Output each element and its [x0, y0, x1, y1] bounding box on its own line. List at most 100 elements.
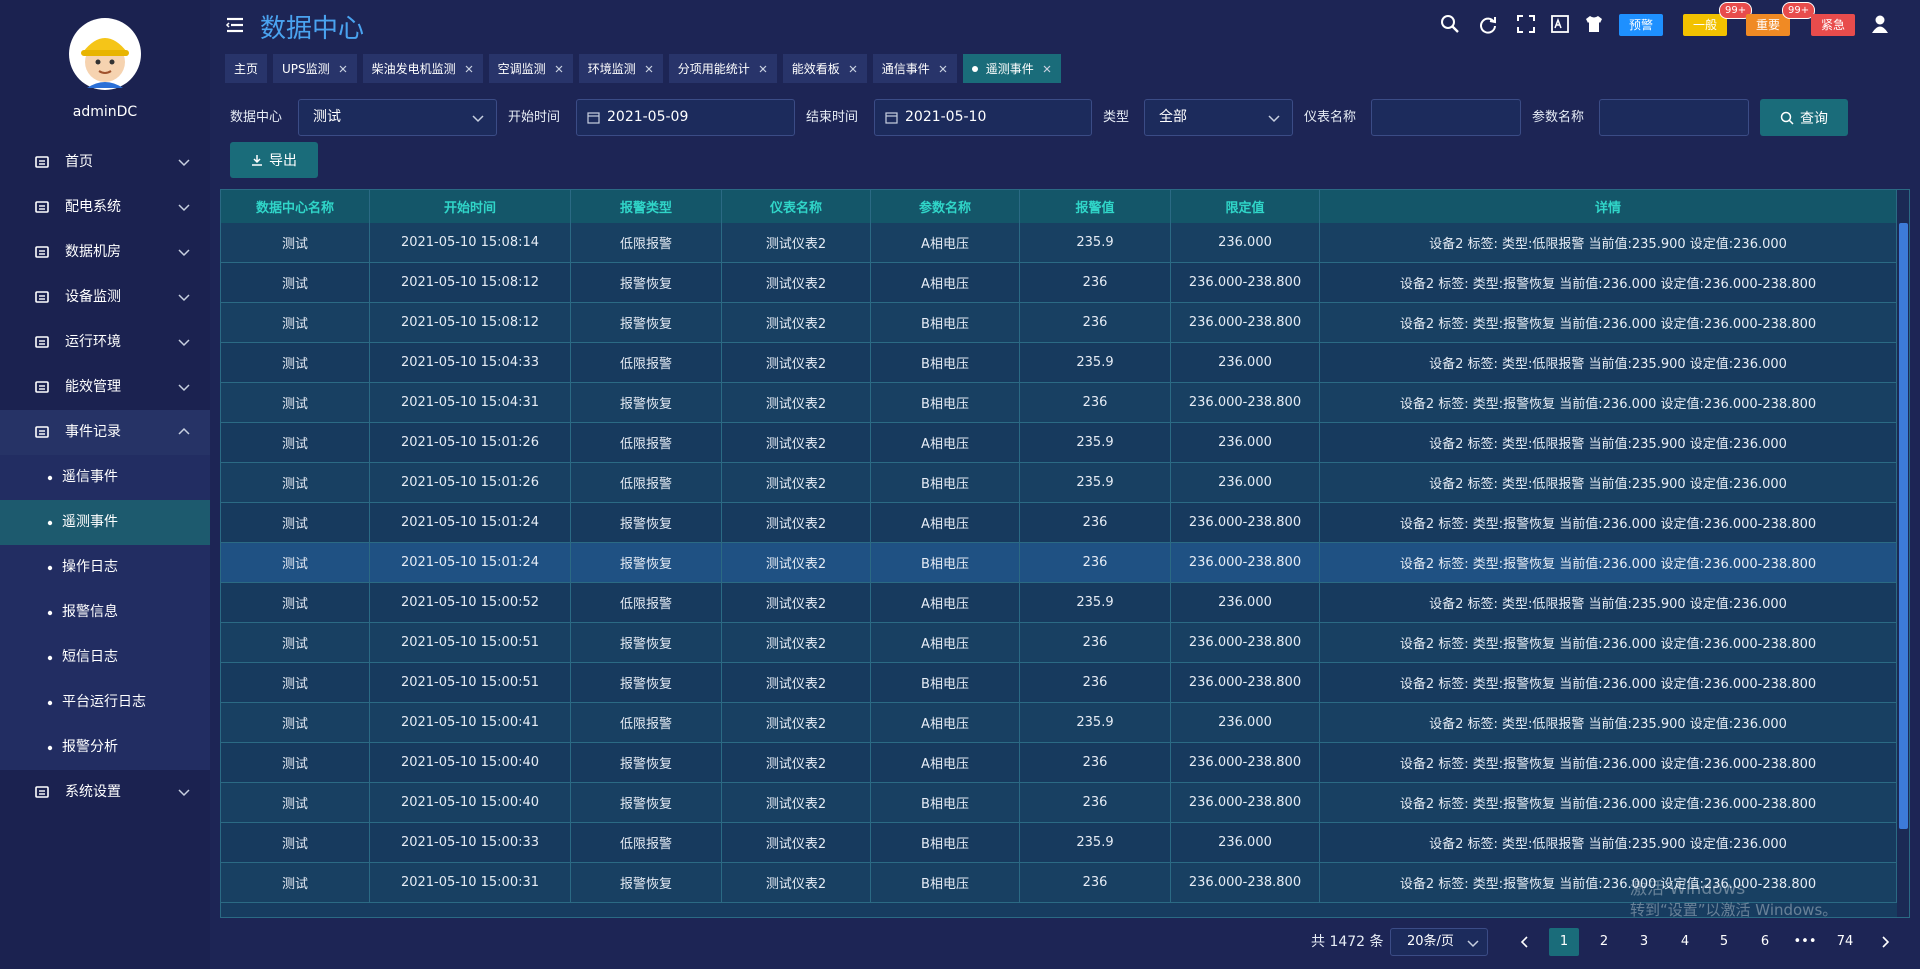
tab-close[interactable] — [1042, 64, 1052, 74]
menu-item[interactable]: 事件记录 — [0, 410, 210, 455]
filter-input[interactable]: 2021-05-10 — [874, 99, 1092, 136]
table-row[interactable]: 测试2021-05-10 15:04:31报警恢复测试仪表2B相电压236236… — [221, 383, 1897, 423]
table-cell: B相电压 — [871, 463, 1020, 502]
toolbar-icon[interactable] — [1516, 14, 1536, 34]
table-cell: 2021-05-10 15:00:31 — [370, 863, 571, 902]
page-title: 数据中心 — [260, 8, 364, 45]
alert-badge[interactable]: 紧急 — [1811, 14, 1855, 36]
submenu-item[interactable]: 操作日志 — [0, 545, 210, 590]
submenu-item[interactable]: 平台运行日志 — [0, 680, 210, 725]
filter-input[interactable] — [1599, 99, 1749, 136]
table-cell: 236 — [1020, 263, 1171, 302]
column-header: 仪表名称 — [722, 190, 871, 223]
table-cell: 测试仪表2 — [722, 663, 871, 702]
tab[interactable]: 遥测事件 — [963, 54, 1061, 83]
tab[interactable]: 空调监测 — [489, 54, 573, 83]
table-row[interactable]: 测试2021-05-10 15:00:41低限报警测试仪表2A相电压235.92… — [221, 703, 1897, 743]
page-number[interactable]: 1 — [1549, 928, 1579, 956]
tab[interactable]: 环境监测 — [579, 54, 663, 83]
chevron — [176, 424, 192, 440]
query-button[interactable]: 查询 — [1760, 99, 1848, 136]
table-cell: 设备2 标签: 类型:低限报警 当前值:235.900 设定值:236.000 — [1320, 463, 1897, 502]
filter-value: 测试 — [313, 100, 341, 135]
alert-badge[interactable]: 重要 — [1746, 14, 1790, 36]
table-row[interactable]: 测试2021-05-10 15:04:33低限报警测试仪表2B相电压235.92… — [221, 343, 1897, 383]
tab[interactable]: 通信事件 — [873, 54, 957, 83]
scrollbar-thumb[interactable] — [1899, 223, 1908, 829]
submenu-item[interactable]: 报警信息 — [0, 590, 210, 635]
tab-close[interactable] — [644, 64, 654, 74]
table-row[interactable]: 测试2021-05-10 15:00:51报警恢复测试仪表2A相电压236236… — [221, 623, 1897, 663]
filter-input[interactable]: 全部 — [1144, 99, 1293, 136]
tab[interactable]: 能效看板 — [783, 54, 867, 83]
table-row[interactable]: 测试2021-05-10 15:00:40报警恢复测试仪表2B相电压236236… — [221, 783, 1897, 823]
submenu-item[interactable]: 遥信事件 — [0, 455, 210, 500]
tab-close[interactable] — [338, 64, 348, 74]
table-row[interactable]: 测试2021-05-10 15:00:33低限报警测试仪表2B相电压235.92… — [221, 823, 1897, 863]
menu-item[interactable]: 首页 — [0, 140, 210, 185]
table-row[interactable]: 测试2021-05-10 15:08:12报警恢复测试仪表2A相电压236236… — [221, 263, 1897, 303]
menu-icon-part — [36, 337, 48, 347]
page-number[interactable]: 2 — [1589, 928, 1619, 956]
prev-page[interactable] — [1518, 935, 1532, 949]
menu-icon — [34, 334, 50, 350]
table-row[interactable]: 测试2021-05-10 15:01:24报警恢复测试仪表2B相电压236236… — [221, 543, 1897, 583]
table-cell: 测试 — [221, 223, 370, 262]
menu-item[interactable]: 数据机房 — [0, 230, 210, 275]
tab[interactable]: UPS监测 — [273, 54, 357, 83]
page-number[interactable]: 5 — [1709, 928, 1739, 956]
tab[interactable]: 分项用能统计 — [669, 54, 777, 83]
tab-close[interactable] — [554, 64, 564, 74]
table-cell: 测试仪表2 — [722, 463, 871, 502]
toolbar-icon[interactable] — [1478, 14, 1498, 34]
page-number[interactable]: 4 — [1670, 928, 1700, 956]
alert-badge[interactable]: 一般 — [1683, 14, 1727, 36]
table-row[interactable]: 测试2021-05-10 15:00:52低限报警测试仪表2A相电压235.92… — [221, 583, 1897, 623]
table-cell: 2021-05-10 15:01:24 — [370, 503, 571, 542]
export-button[interactable]: 导出 — [230, 142, 318, 178]
filter-input[interactable]: 测试 — [298, 99, 497, 136]
alert-badge[interactable]: 预警 — [1619, 14, 1663, 36]
toolbar-icon[interactable] — [1440, 14, 1460, 34]
page-number[interactable]: ••• — [1790, 928, 1820, 956]
page-size-select[interactable]: 20条/页 — [1390, 928, 1488, 956]
table-row[interactable]: 测试2021-05-10 15:01:26低限报警测试仪表2A相电压235.92… — [221, 423, 1897, 463]
toolbar-icon[interactable] — [1584, 14, 1604, 34]
table-row[interactable]: 测试2021-05-10 15:00:51报警恢复测试仪表2B相电压236236… — [221, 663, 1897, 703]
tab[interactable]: 主页 — [225, 54, 267, 83]
next-page[interactable] — [1878, 935, 1892, 949]
menu-item[interactable]: 系统设置 — [0, 770, 210, 815]
select-arrow-part — [1269, 116, 1279, 121]
submenu-item[interactable]: 短信日志 — [0, 635, 210, 680]
table-cell: 235.9 — [1020, 223, 1171, 262]
tab-close[interactable] — [938, 64, 948, 74]
page-number[interactable]: 74 — [1830, 928, 1860, 956]
user-icon[interactable] — [1870, 14, 1890, 34]
submenu-item[interactable]: 遥测事件 — [0, 500, 210, 545]
table-row[interactable]: 测试2021-05-10 15:08:14低限报警测试仪表2A相电压235.92… — [221, 223, 1897, 263]
tab-close[interactable] — [464, 64, 474, 74]
toolbar-icon[interactable] — [1550, 14, 1570, 34]
table-row[interactable]: 测试2021-05-10 15:08:12报警恢复测试仪表2B相电压236236… — [221, 303, 1897, 343]
menu-item[interactable]: 配电系统 — [0, 185, 210, 230]
menu-toggle[interactable] — [225, 15, 245, 35]
tab[interactable]: 柴油发电机监测 — [363, 54, 483, 83]
tab-close[interactable] — [758, 64, 768, 74]
menu-item[interactable]: 运行环境 — [0, 320, 210, 365]
table-row[interactable]: 测试2021-05-10 15:01:26低限报警测试仪表2B相电压235.92… — [221, 463, 1897, 503]
chevron-part — [179, 205, 189, 210]
menu-icon-part — [36, 247, 48, 257]
submenu-dot-part — [48, 656, 52, 660]
page-number[interactable]: 6 — [1750, 928, 1780, 956]
table-row[interactable]: 测试2021-05-10 15:00:40报警恢复测试仪表2A相电压236236… — [221, 743, 1897, 783]
filter-input[interactable]: 2021-05-09 — [576, 99, 795, 136]
page-number[interactable]: 3 — [1629, 928, 1659, 956]
tab-close[interactable] — [848, 64, 858, 74]
table-cell: 2021-05-10 15:00:51 — [370, 663, 571, 702]
menu-item[interactable]: 设备监测 — [0, 275, 210, 320]
menu-item[interactable]: 能效管理 — [0, 365, 210, 410]
table-row[interactable]: 测试2021-05-10 15:01:24报警恢复测试仪表2A相电压236236… — [221, 503, 1897, 543]
submenu-item[interactable]: 报警分析 — [0, 725, 210, 770]
filter-input[interactable] — [1371, 99, 1521, 136]
table-cell: 设备2 标签: 类型:报警恢复 当前值:236.000 设定值:236.000-… — [1320, 503, 1897, 542]
